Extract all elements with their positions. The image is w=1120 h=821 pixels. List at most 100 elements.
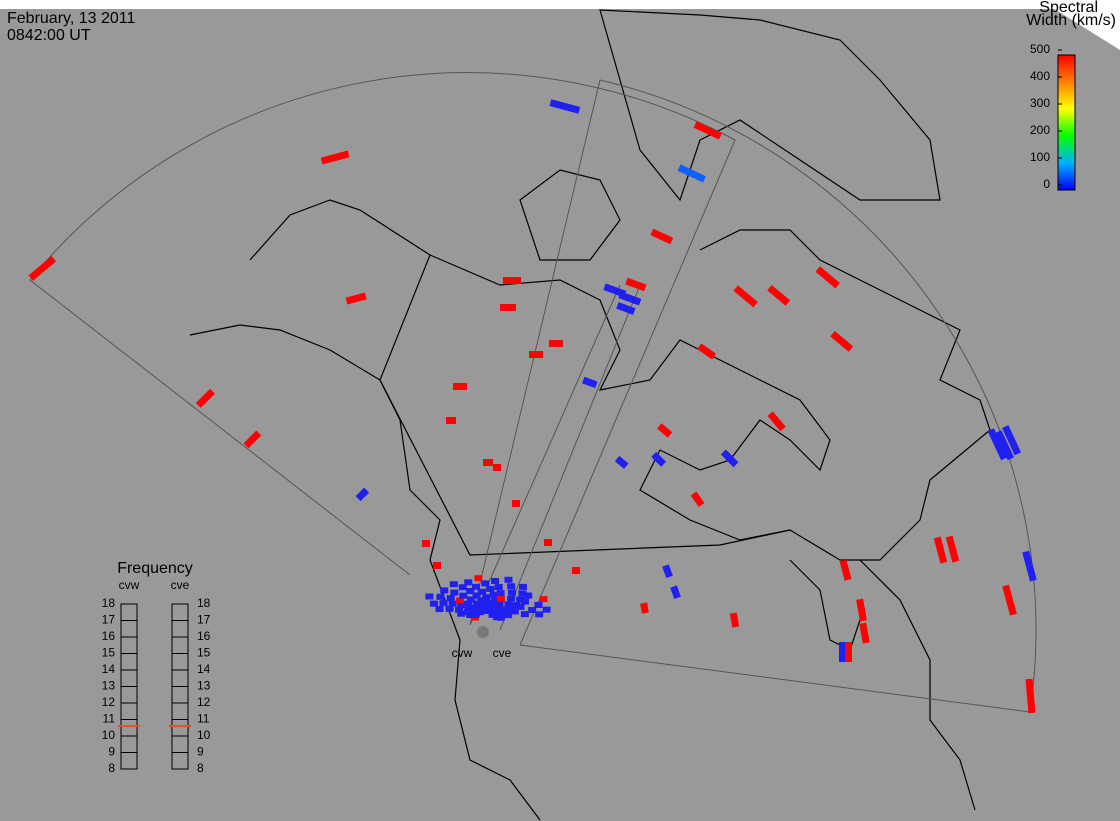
cell [488,611,497,618]
cell [457,602,466,609]
cell [733,285,758,308]
cell [484,599,493,606]
frequency-tick-label: 8 [108,761,115,775]
frequency-tick-label: 16 [197,629,211,643]
cell [518,590,527,597]
cell [320,150,350,165]
cell [488,608,497,615]
cell [436,593,445,600]
cell [429,600,438,607]
site-label: cvw [452,646,473,660]
colorbar-title: Spectral [1039,0,1098,16]
cell [477,597,486,604]
cell [500,606,509,613]
site-label: cve [493,646,512,660]
cell [516,596,525,603]
colorbar-tick-label: 0 [1043,177,1050,191]
colorbar-title: Width (km/s) [1026,12,1116,29]
cell [458,584,467,591]
cell [466,611,475,618]
cell [490,603,499,610]
cell [516,603,525,610]
cell [504,612,513,619]
cell [518,583,527,590]
cell [471,611,480,618]
cell [1002,425,1022,456]
cell [474,575,483,582]
cell [435,606,444,613]
cell [830,330,854,352]
cell [449,581,458,588]
cell [542,606,551,613]
colorbar-tick-label: 200 [1030,123,1050,137]
cell [520,611,529,618]
cell [477,605,486,612]
cell [945,535,960,563]
cell [729,612,740,628]
cell [512,500,520,507]
cell [453,383,467,390]
cell [625,277,647,292]
frequency-tick-label: 12 [197,695,211,709]
cell [464,579,473,586]
cell [504,576,513,583]
cell [670,585,681,600]
cell [472,592,481,599]
cell [463,608,472,615]
cell [614,455,629,469]
frequency-tick-label: 17 [102,613,116,627]
cell [478,588,487,595]
cell [1022,550,1037,582]
cell [693,121,722,140]
cell [494,610,503,617]
frequency-tick-label: 12 [102,695,116,709]
cell [464,600,473,607]
cell [815,266,840,289]
cell [856,598,867,622]
frequency-tick-label: 9 [197,745,204,759]
cell [508,589,517,596]
cell [489,591,498,598]
cell [677,164,706,183]
cell [651,451,667,467]
cell [535,611,544,618]
cell [355,487,370,502]
colorbar-tick-label: 500 [1030,42,1050,56]
cell [503,277,521,284]
frequency-tick-label: 18 [197,596,211,610]
cell [662,564,673,579]
colorbar [1057,54,1076,191]
cell [472,600,481,607]
cell [457,610,466,617]
cell [471,608,480,615]
cell [650,228,674,245]
cell [446,595,455,602]
cell [995,430,1015,461]
cell [496,596,505,603]
frequency-tick-label: 15 [197,646,211,660]
cell [767,411,786,432]
cell [466,596,475,603]
cell [455,606,464,613]
colorbar-tick-label: 400 [1030,69,1050,83]
cell [529,351,543,358]
cell [767,284,791,306]
cell [485,605,494,612]
scatter-cells [28,99,1037,714]
cell [657,423,673,438]
cell [507,583,516,590]
coastlines [189,9,991,821]
cell [616,302,636,315]
cell [445,605,454,612]
frequency-tick-label: 17 [197,613,211,627]
frequency-title: Frequency [117,560,193,577]
cell [345,292,367,305]
frequency-tick-label: 11 [197,712,210,726]
cell [549,340,563,347]
date: February, 13 2011 [7,10,135,27]
cell [539,596,548,603]
frequency-tick-label: 10 [102,728,116,742]
cell [440,587,449,594]
